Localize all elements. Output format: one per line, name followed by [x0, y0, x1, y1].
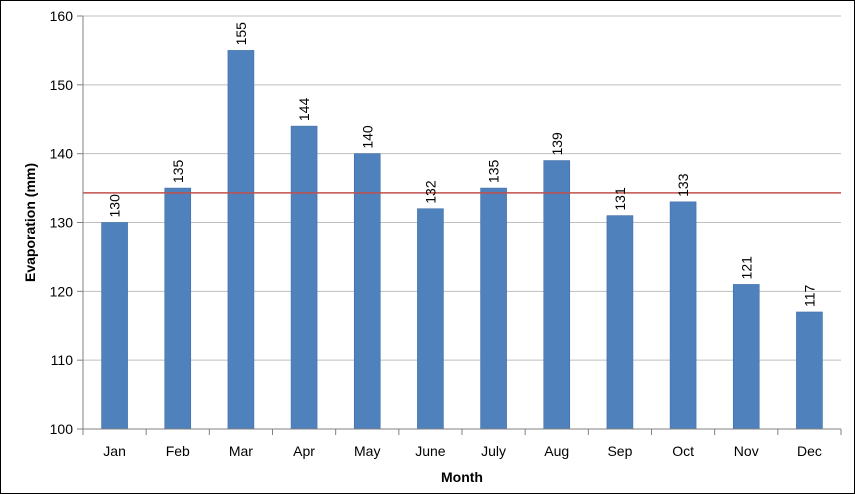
y-tick-label-140: 140: [50, 146, 74, 162]
bar-july: [480, 187, 507, 430]
y-tick-label-100: 100: [50, 421, 74, 437]
x-tick-label-feb: Feb: [166, 443, 190, 459]
data-label-may: 140: [359, 125, 375, 149]
data-label-mar: 155: [233, 22, 249, 46]
bar-oct: [669, 201, 697, 430]
bar-feb: [164, 187, 192, 430]
data-label-jan: 130: [107, 194, 123, 218]
y-axis-title: Evaporation (mm): [22, 163, 38, 282]
x-tick-label-mar: Mar: [229, 443, 253, 459]
data-label-aug: 139: [549, 132, 565, 156]
x-tick-label-june: June: [415, 443, 446, 459]
data-label-sep: 131: [612, 187, 628, 211]
x-tick-label-sep: Sep: [607, 443, 632, 459]
labels: 100 110 120 130 140 150 160 Jan 130 Feb 135 Mar 155 A…: [50, 8, 822, 459]
x-tick-label-apr: Apr: [293, 443, 315, 459]
y-tick-label-110: 110: [51, 352, 74, 368]
y-tick-label-150: 150: [50, 77, 74, 93]
x-axis-title: Month: [441, 469, 483, 485]
gridlines: [83, 15, 841, 361]
x-tick-label-oct: Oct: [672, 443, 694, 459]
bar-sep: [606, 215, 634, 430]
x-tick-label-july: July: [481, 443, 506, 459]
x-tick-label-nov: Nov: [734, 443, 759, 459]
x-tick-label-may: May: [354, 443, 380, 459]
bar-dec: [796, 311, 823, 430]
bar-mar: [227, 50, 255, 430]
y-tick-label-130: 130: [50, 215, 74, 231]
x-tick-label-jan: Jan: [103, 443, 126, 459]
data-label-oct: 133: [675, 173, 691, 197]
bars: [101, 50, 823, 430]
bar-jan: [101, 222, 128, 430]
axes: [77, 15, 842, 435]
y-tick-label-160: 160: [50, 8, 74, 24]
y-tick-label-120: 120: [50, 283, 74, 299]
data-label-nov: 121: [738, 256, 754, 280]
bar-may: [353, 153, 381, 430]
bar-aug: [543, 160, 571, 430]
data-label-june: 132: [422, 180, 438, 204]
data-label-feb: 135: [170, 160, 186, 184]
bar-nov: [732, 284, 760, 430]
data-label-apr: 144: [296, 98, 312, 122]
x-tick-label-aug: Aug: [544, 443, 569, 459]
bar-apr: [290, 125, 318, 430]
data-label-dec: 117: [801, 284, 817, 307]
bar-june: [417, 208, 444, 430]
x-tick-label-dec: Dec: [797, 443, 822, 459]
data-label-july: 135: [486, 160, 502, 184]
